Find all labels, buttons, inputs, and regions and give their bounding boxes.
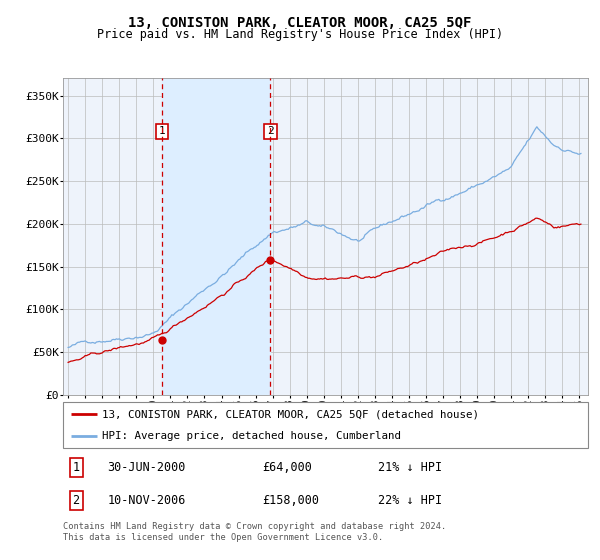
Bar (162, 78, 271, 395)
Text: 10-NOV-2006: 10-NOV-2006 (107, 494, 186, 507)
Text: 2: 2 (267, 127, 274, 137)
Text: £64,000: £64,000 (263, 461, 313, 474)
FancyBboxPatch shape (63, 402, 588, 448)
Text: This data is licensed under the Open Government Licence v3.0.: This data is licensed under the Open Gov… (63, 533, 383, 542)
Text: 1: 1 (73, 461, 80, 474)
Text: 1: 1 (158, 127, 165, 137)
Text: 21% ↓ HPI: 21% ↓ HPI (378, 461, 442, 474)
Text: HPI: Average price, detached house, Cumberland: HPI: Average price, detached house, Cumb… (103, 431, 401, 441)
Text: Price paid vs. HM Land Registry's House Price Index (HPI): Price paid vs. HM Land Registry's House … (97, 28, 503, 41)
Text: £158,000: £158,000 (263, 494, 320, 507)
Text: 30-JUN-2000: 30-JUN-2000 (107, 461, 186, 474)
Text: 13, CONISTON PARK, CLEATOR MOOR, CA25 5QF: 13, CONISTON PARK, CLEATOR MOOR, CA25 5Q… (128, 16, 472, 30)
Text: 2: 2 (73, 494, 80, 507)
Text: Contains HM Land Registry data © Crown copyright and database right 2024.: Contains HM Land Registry data © Crown c… (63, 522, 446, 531)
Text: 13, CONISTON PARK, CLEATOR MOOR, CA25 5QF (detached house): 13, CONISTON PARK, CLEATOR MOOR, CA25 5Q… (103, 409, 479, 419)
Text: 22% ↓ HPI: 22% ↓ HPI (378, 494, 442, 507)
